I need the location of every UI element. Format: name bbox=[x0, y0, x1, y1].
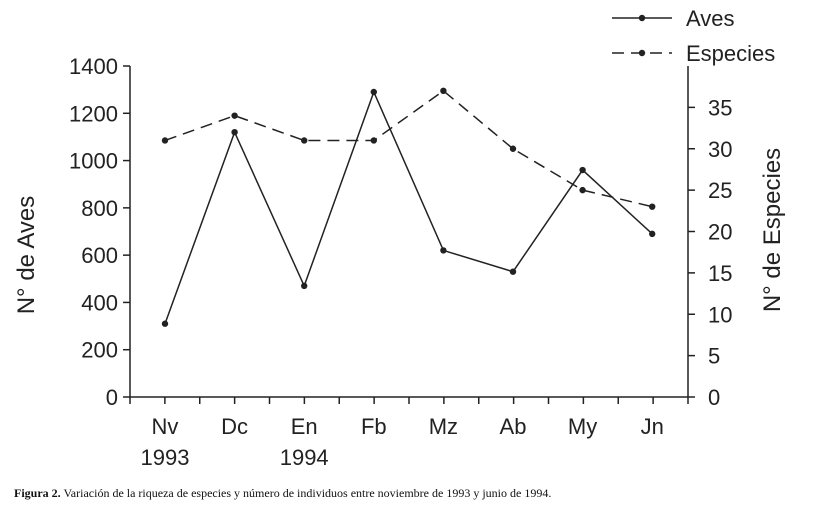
legend-marker-aves bbox=[638, 14, 646, 22]
x-tick-label: Mz bbox=[429, 414, 458, 439]
legend-label-especies: Especies bbox=[686, 41, 775, 66]
x-tick-label: En 1994 bbox=[280, 414, 329, 470]
x-tick-label: Nv 1993 bbox=[141, 414, 190, 470]
legend: Aves Especies bbox=[612, 6, 775, 66]
left-axis-title: N° de Aves bbox=[13, 196, 40, 315]
left-tick-label: 400 bbox=[81, 290, 118, 315]
series-line-especies bbox=[164, 89, 653, 208]
series-layer bbox=[161, 87, 656, 327]
data-point-especies bbox=[301, 137, 308, 144]
data-point-aves bbox=[509, 268, 517, 275]
left-tick-label: 800 bbox=[81, 196, 118, 221]
right-tick-label: 5 bbox=[708, 344, 720, 369]
caption-label: Figura 2. bbox=[14, 486, 61, 500]
figure-caption: Figura 2. Variación de la riqueza de esp… bbox=[14, 486, 804, 501]
left-tick-label: 600 bbox=[81, 243, 118, 268]
caption-text: Variación de la riqueza de especies y nú… bbox=[63, 486, 552, 500]
left-tick-label: 0 bbox=[106, 385, 118, 410]
left-tick-label: 1400 bbox=[69, 54, 118, 79]
x-tick-label: Fb bbox=[361, 414, 387, 439]
data-point-aves bbox=[301, 282, 308, 290]
right-tick-label: 30 bbox=[708, 137, 732, 162]
left-tick-label: 1200 bbox=[69, 101, 118, 126]
left-tick-label: 1000 bbox=[69, 149, 118, 174]
chart: 0 200 400 600 800 1000 1200 1400 0 5 10 15 20 25 30 35 N… bbox=[13, 6, 786, 470]
data-point-aves bbox=[649, 230, 656, 238]
data-point-aves bbox=[370, 88, 377, 96]
data-point-aves bbox=[231, 129, 238, 136]
x-tick-label: My bbox=[568, 414, 597, 439]
data-point-aves bbox=[440, 247, 447, 254]
right-tick-label: 25 bbox=[708, 178, 732, 203]
x-tick-label: Ab bbox=[500, 414, 527, 439]
right-tick-label: 15 bbox=[708, 261, 732, 286]
right-tick-label: 20 bbox=[708, 220, 732, 245]
data-point-especies bbox=[370, 137, 377, 144]
right-tick-label: 0 bbox=[708, 385, 720, 410]
data-point-especies bbox=[579, 186, 586, 194]
right-axis-title: N° de Especies bbox=[759, 148, 786, 312]
series-line-aves bbox=[164, 89, 653, 324]
data-point-especies bbox=[440, 87, 447, 95]
data-point-aves bbox=[579, 166, 586, 174]
right-tick-label: 35 bbox=[708, 95, 732, 120]
legend-marker-especies bbox=[638, 49, 646, 57]
x-tick-label: Dc bbox=[221, 414, 248, 439]
data-point-especies bbox=[509, 145, 517, 152]
left-tick-label: 200 bbox=[81, 338, 118, 363]
data-point-aves bbox=[161, 320, 169, 327]
right-tick-label: 10 bbox=[708, 302, 732, 327]
data-point-especies bbox=[649, 203, 656, 210]
data-point-especies bbox=[231, 112, 238, 119]
legend-label-aves: Aves bbox=[686, 6, 735, 31]
data-point-especies bbox=[161, 137, 169, 144]
axes: 0 200 400 600 800 1000 1200 1400 0 5 10 15 20 25 30 35 N… bbox=[13, 54, 786, 470]
x-tick-label: Jn bbox=[641, 414, 664, 439]
